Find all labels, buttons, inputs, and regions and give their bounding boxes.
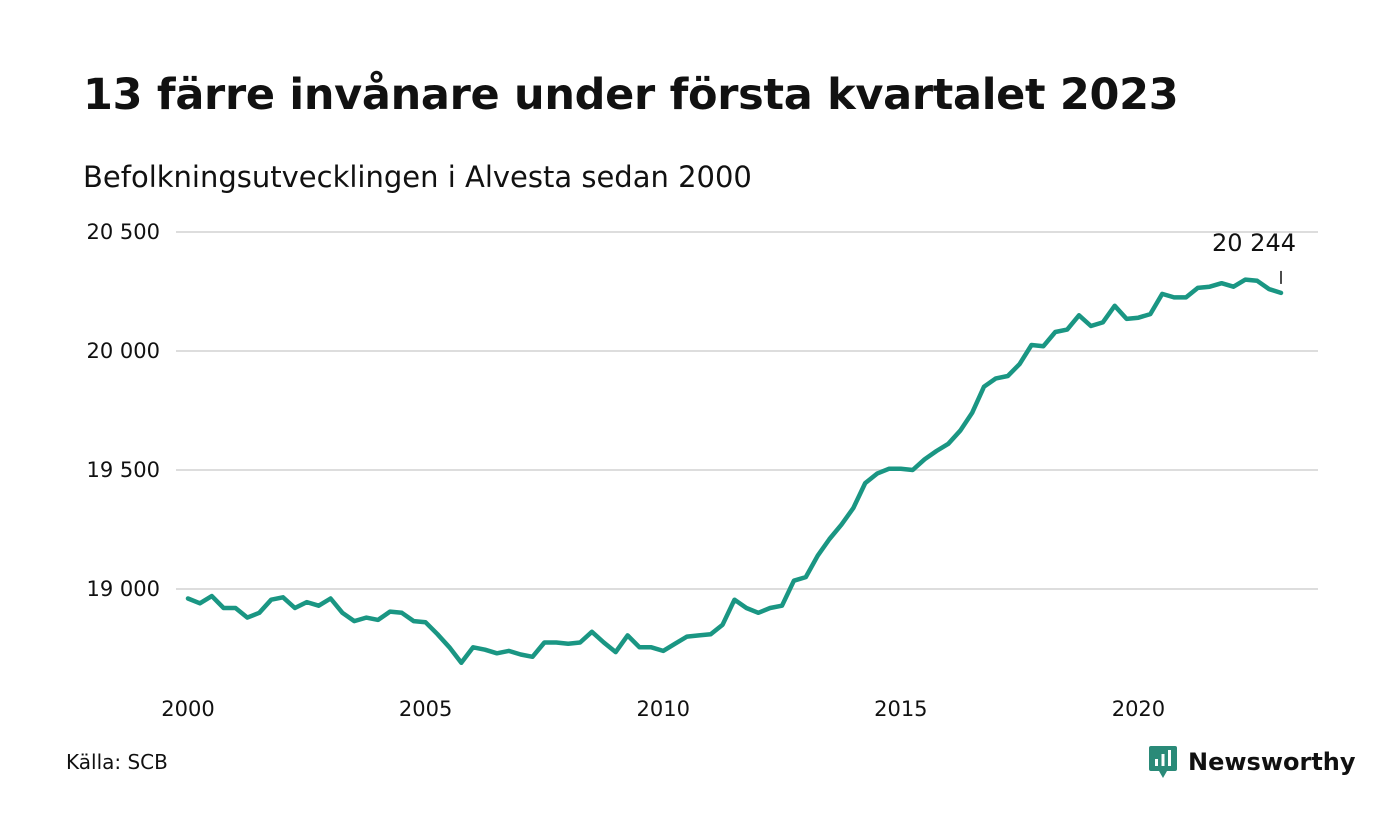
y-tick-label: 19 000 [87,577,160,601]
x-tick-label: 2015 [874,697,927,721]
chart-title: 13 färre invånare under första kvartalet… [83,70,1179,120]
y-tick-label: 20 500 [87,220,160,244]
brand-name: Newsworthy [1188,748,1356,776]
x-tick-label: 2005 [399,697,452,721]
y-axis-tick-labels: 19 000 19 500 20 000 20 500 [87,220,160,601]
source-note: Källa: SCB [66,750,168,774]
chart-subtitle: Befolkningsutvecklingen i Alvesta sedan … [83,160,752,194]
x-axis-tick-labels: 2000 2005 2010 2015 2020 [161,697,1165,721]
grid-lines [176,231,1318,590]
x-tick-label: 2020 [1112,697,1165,721]
end-value-annotation: 20 244 [1212,229,1296,284]
y-tick-label: 19 500 [87,458,160,482]
brand-logo: Newsworthy [1148,744,1356,780]
x-tick-label: 2000 [161,697,214,721]
series-line [185,277,1284,666]
y-tick-label: 20 000 [87,339,160,363]
x-tick-label: 2010 [636,697,689,721]
series-layer [185,277,1284,666]
annotation-label: 20 244 [1212,229,1296,257]
newsworthy-logo-icon [1149,746,1177,778]
